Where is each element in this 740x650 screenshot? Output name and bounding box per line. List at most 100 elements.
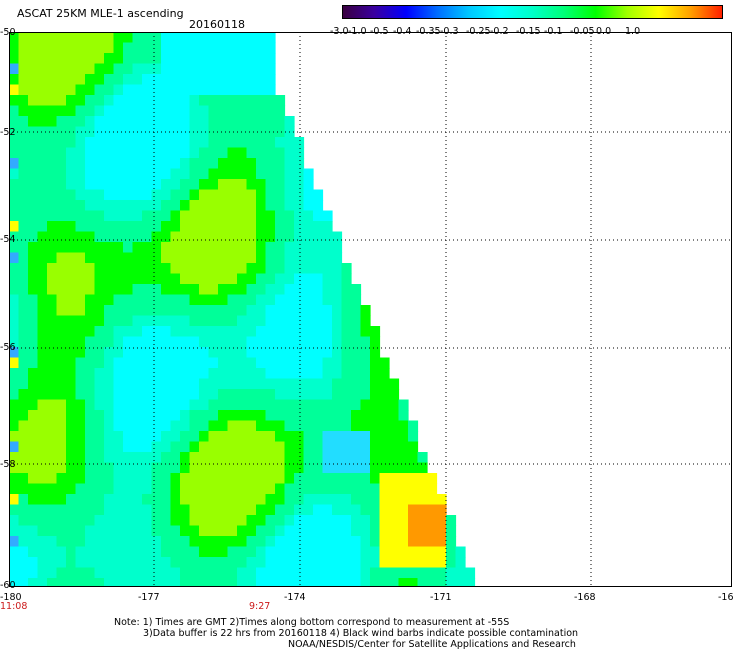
swath-cell bbox=[322, 567, 333, 579]
swath-cell bbox=[218, 53, 229, 65]
swath-cell bbox=[332, 473, 343, 485]
swath-cell bbox=[85, 168, 96, 180]
swath-cell bbox=[199, 84, 210, 96]
swath-cell bbox=[227, 105, 238, 117]
swath-cell bbox=[294, 368, 305, 380]
swath-cell bbox=[123, 420, 134, 432]
swath-cell bbox=[208, 189, 219, 201]
swath-cell bbox=[151, 126, 162, 138]
swath-cell bbox=[47, 263, 58, 275]
swath-cell bbox=[85, 294, 96, 306]
map-frame bbox=[9, 32, 732, 587]
swath-cell bbox=[303, 263, 314, 275]
swath-cell bbox=[341, 357, 352, 369]
swath-cell bbox=[9, 452, 20, 464]
swath-cell bbox=[47, 399, 58, 411]
swath-cell bbox=[18, 399, 29, 411]
swath-cell bbox=[180, 242, 191, 254]
swath-cell bbox=[94, 536, 105, 548]
swath-cell bbox=[47, 126, 58, 138]
lon-label: -16 bbox=[718, 592, 734, 603]
swath-cell bbox=[294, 483, 305, 495]
swath-cell bbox=[18, 147, 29, 159]
swath-cell bbox=[47, 504, 58, 516]
colorbar-label: -0.4 bbox=[393, 26, 412, 37]
swath-cell bbox=[275, 578, 286, 587]
swath-cell bbox=[66, 410, 77, 422]
swath-cell bbox=[104, 546, 115, 558]
swath-cell bbox=[189, 410, 200, 422]
swath-cell bbox=[351, 347, 362, 359]
swath-cell bbox=[256, 42, 267, 54]
swath-cell bbox=[360, 483, 371, 495]
swath-cell bbox=[246, 126, 257, 138]
swath-cell bbox=[132, 221, 143, 233]
swath-cell bbox=[265, 483, 276, 495]
swath-cell bbox=[123, 126, 134, 138]
swath-cell bbox=[37, 53, 48, 65]
swath-cell bbox=[332, 252, 343, 264]
swath-cell bbox=[180, 147, 191, 159]
swath-cell bbox=[294, 179, 305, 191]
swath-cell bbox=[18, 242, 29, 254]
swath-cell bbox=[294, 494, 305, 506]
swath-cell bbox=[284, 200, 295, 212]
swath-cell bbox=[294, 504, 305, 516]
swath-cell bbox=[56, 410, 67, 422]
swath-cell bbox=[284, 473, 295, 485]
swath-cell bbox=[85, 504, 96, 516]
swath-cell bbox=[246, 452, 257, 464]
swath-cell bbox=[56, 116, 67, 128]
swath-cell bbox=[199, 105, 210, 117]
swath-cell bbox=[303, 305, 314, 317]
swath-cell bbox=[180, 221, 191, 233]
swath-cell bbox=[66, 347, 77, 359]
swath-cell bbox=[379, 525, 390, 537]
swath-cell bbox=[170, 74, 181, 86]
swath-cell bbox=[199, 441, 210, 453]
swath-cell bbox=[256, 189, 267, 201]
swath-cell bbox=[9, 515, 20, 527]
swath-cell bbox=[9, 504, 20, 516]
swath-cell bbox=[104, 158, 115, 170]
swath-cell bbox=[303, 179, 314, 191]
swath-cell bbox=[151, 200, 162, 212]
swath-cell bbox=[465, 567, 476, 579]
swath-cell bbox=[142, 462, 153, 474]
swath-cell bbox=[18, 452, 29, 464]
swath-cell bbox=[9, 546, 20, 558]
swath-cell bbox=[104, 242, 115, 254]
swath-cell bbox=[237, 189, 248, 201]
swath-cell bbox=[75, 242, 86, 254]
swath-cell bbox=[341, 441, 352, 453]
swath-cell bbox=[246, 294, 257, 306]
swath-cell bbox=[227, 525, 238, 537]
swath-cell bbox=[66, 74, 77, 86]
swath-cell bbox=[151, 74, 162, 86]
swath-cell bbox=[94, 189, 105, 201]
swath-cell bbox=[18, 504, 29, 516]
swath-cell bbox=[94, 315, 105, 327]
swath-cell bbox=[75, 42, 86, 54]
swath-cell bbox=[284, 294, 295, 306]
swath-cell bbox=[265, 494, 276, 506]
swath-cell bbox=[161, 242, 172, 254]
swath-cell bbox=[142, 557, 153, 569]
swath-cell bbox=[208, 294, 219, 306]
swath-cell bbox=[104, 137, 115, 149]
swath-cell bbox=[94, 410, 105, 422]
swath-cell bbox=[104, 231, 115, 243]
swath-cell bbox=[180, 294, 191, 306]
swath-cell bbox=[9, 189, 20, 201]
swath-cell bbox=[332, 368, 343, 380]
swath-cell bbox=[142, 368, 153, 380]
swath-cell bbox=[170, 347, 181, 359]
swath-cell bbox=[246, 420, 257, 432]
swath-cell bbox=[56, 305, 67, 317]
swath-cell bbox=[199, 137, 210, 149]
swath-cell bbox=[332, 567, 343, 579]
swath-cell bbox=[237, 546, 248, 558]
swath-cell bbox=[351, 389, 362, 401]
swath-cell bbox=[303, 210, 314, 222]
swath-cell bbox=[47, 410, 58, 422]
